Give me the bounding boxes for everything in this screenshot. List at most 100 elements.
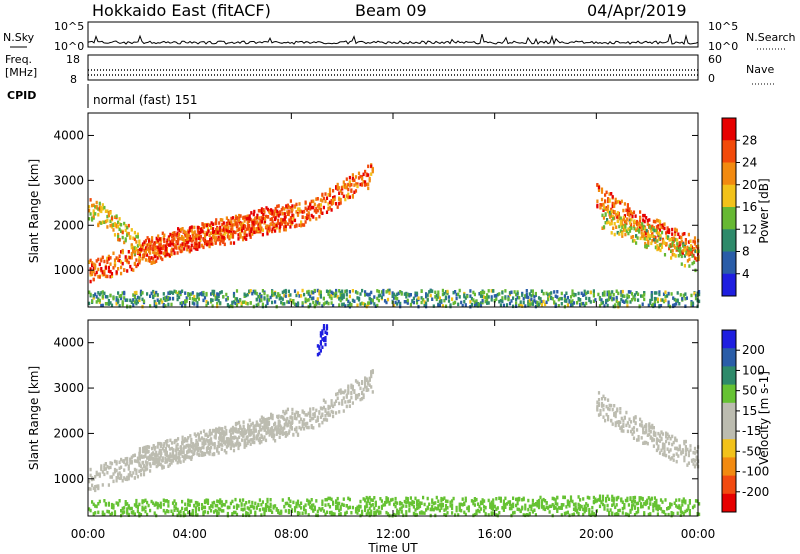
data-cell xyxy=(156,453,159,457)
data-cell xyxy=(262,426,265,430)
data-cell xyxy=(117,234,120,239)
data-cell xyxy=(325,326,329,331)
data-cell xyxy=(361,512,364,517)
data-cell xyxy=(225,450,228,455)
data-cell xyxy=(306,290,309,294)
data-cell xyxy=(643,219,646,224)
data-cell xyxy=(132,511,135,515)
data-cell xyxy=(298,210,301,214)
data-cell xyxy=(634,415,637,419)
data-cell xyxy=(693,236,697,240)
data-cell xyxy=(668,449,671,454)
data-cell xyxy=(154,454,157,458)
data-cell xyxy=(240,304,243,308)
data-cell xyxy=(490,298,493,302)
data-cell xyxy=(319,294,322,299)
data-cell xyxy=(312,509,315,513)
data-cell xyxy=(189,226,192,230)
data-cell xyxy=(104,302,107,306)
data-cell xyxy=(645,423,648,427)
data-cell xyxy=(688,511,691,516)
data-cell xyxy=(155,290,158,295)
colorbar-swatch xyxy=(722,184,736,208)
data-cell xyxy=(141,242,145,246)
data-cell xyxy=(515,292,518,297)
data-cell xyxy=(135,468,138,473)
data-cell xyxy=(553,290,556,294)
data-cell xyxy=(357,171,361,176)
data-cell xyxy=(370,512,373,517)
data-cell xyxy=(527,299,530,304)
data-cell xyxy=(216,428,219,432)
data-cell xyxy=(668,228,671,232)
data-cell xyxy=(595,499,598,503)
data-cell xyxy=(647,512,650,517)
data-cell xyxy=(118,466,121,470)
data-cell xyxy=(228,235,231,239)
data-cell xyxy=(328,200,332,205)
data-cell xyxy=(244,225,247,229)
data-cell xyxy=(202,442,206,446)
data-cell xyxy=(580,302,583,306)
data-cell xyxy=(336,182,339,187)
data-cell xyxy=(133,467,136,472)
data-cell xyxy=(483,290,486,295)
data-cell xyxy=(490,295,493,299)
data-cell xyxy=(149,469,152,473)
data-cell xyxy=(512,304,515,309)
data-cell xyxy=(646,498,649,503)
data-cell xyxy=(440,496,443,501)
data-cell xyxy=(242,236,245,240)
data-cell xyxy=(205,232,209,236)
data-cell xyxy=(203,500,207,505)
data-cell xyxy=(596,406,599,410)
data-cell xyxy=(239,298,242,303)
data-cell xyxy=(619,201,622,205)
data-cell xyxy=(611,201,614,206)
data-cell xyxy=(422,495,425,500)
data-cell xyxy=(224,425,227,430)
data-cell xyxy=(400,506,403,510)
data-cell xyxy=(195,237,198,241)
data-cell xyxy=(130,300,133,304)
data-cell xyxy=(554,506,557,510)
data-cell xyxy=(354,393,358,398)
data-cell xyxy=(607,220,610,224)
data-cell xyxy=(272,428,275,433)
data-cell xyxy=(141,500,144,505)
data-cell xyxy=(213,289,216,294)
data-cell xyxy=(637,438,640,442)
data-cell xyxy=(141,460,145,465)
data-cell xyxy=(151,236,154,240)
data-cell xyxy=(629,508,632,513)
data-cell xyxy=(248,214,251,218)
data-cell xyxy=(271,413,274,418)
data-cell xyxy=(617,509,620,513)
data-cell xyxy=(187,230,190,235)
data-cell xyxy=(201,229,204,233)
data-cell xyxy=(635,501,638,506)
data-cell xyxy=(176,443,179,447)
data-cell xyxy=(636,222,639,226)
data-cell xyxy=(492,502,495,506)
data-cell xyxy=(120,509,123,513)
data-cell xyxy=(437,290,440,294)
data-cell xyxy=(559,506,562,510)
data-cell xyxy=(284,509,287,513)
data-cell xyxy=(175,444,178,448)
data-cell xyxy=(217,235,220,240)
data-cell xyxy=(438,300,441,304)
data-cell xyxy=(665,453,668,458)
data-cell xyxy=(385,300,388,305)
data-cell xyxy=(537,502,541,507)
data-cell xyxy=(414,496,417,501)
data-cell xyxy=(409,302,412,307)
data-cell xyxy=(644,244,647,249)
data-cell xyxy=(254,291,257,295)
data-cell xyxy=(650,304,653,308)
beam-title: Beam 09 xyxy=(355,1,427,20)
data-cell xyxy=(216,444,219,449)
data-cell xyxy=(133,300,136,304)
data-cell xyxy=(657,237,660,241)
data-cell xyxy=(155,464,158,469)
